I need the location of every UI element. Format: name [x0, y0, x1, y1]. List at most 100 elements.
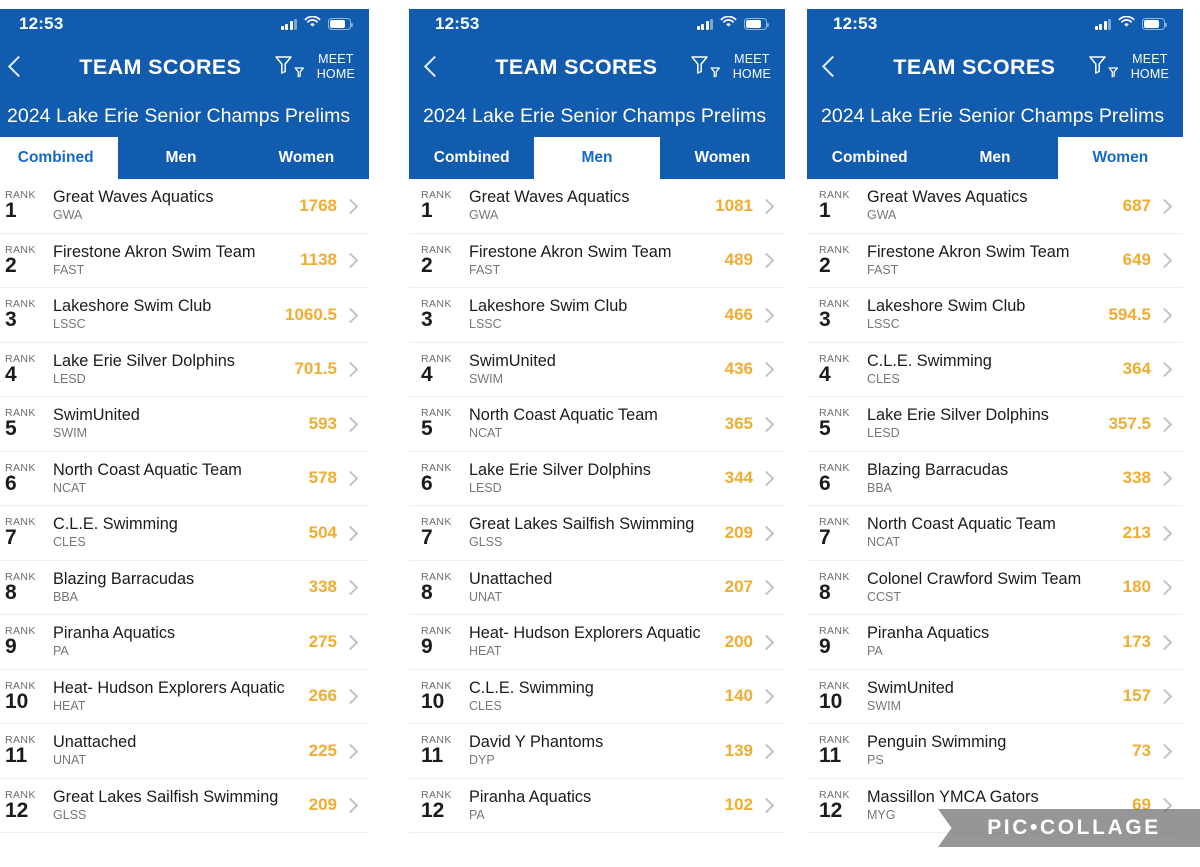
rank-cell: RANK 9 [5, 625, 53, 658]
row-chevron-icon[interactable] [759, 688, 775, 704]
team-name: Massillon YMCA Gators [867, 787, 1039, 806]
tab-combined[interactable]: Combined [0, 137, 119, 179]
row-chevron-icon[interactable] [759, 797, 775, 813]
table-row[interactable]: RANK 8 Colonel Crawford Swim Team CCST 180 [807, 561, 1183, 615]
team-name: North Coast Aquatic Team [867, 515, 1056, 534]
row-chevron-icon[interactable] [759, 634, 775, 650]
team-score: 466 [724, 304, 753, 324]
table-row[interactable]: RANK 6 Blazing Barracudas BBA 338 [807, 452, 1183, 506]
table-row[interactable]: RANK 4 SwimUnited SWIM 436 [409, 343, 785, 397]
tab-combined[interactable]: Combined [409, 137, 535, 179]
table-row[interactable]: RANK 5 Lake Erie Silver Dolphins LESD 357.5 [807, 397, 1183, 452]
row-chevron-icon[interactable] [343, 797, 359, 813]
table-row[interactable]: RANK 2 Firestone Akron Swim Team FAST 489 [409, 234, 785, 288]
row-chevron-icon[interactable] [343, 579, 359, 595]
filter-funnel-icon[interactable] [1088, 54, 1119, 81]
row-chevron-icon[interactable] [1157, 743, 1173, 759]
row-chevron-icon[interactable] [759, 361, 775, 377]
tab-men[interactable]: Men [118, 137, 244, 179]
table-row[interactable]: RANK 1 Great Waves Aquatics GWA 1768 [0, 179, 369, 234]
row-chevron-icon[interactable] [343, 198, 359, 214]
tab-women[interactable]: Women [1057, 137, 1183, 179]
row-chevron-icon[interactable] [1157, 307, 1173, 323]
back-chevron-icon[interactable] [3, 54, 29, 80]
rank-label: RANK [5, 243, 36, 256]
row-chevron-icon[interactable] [1157, 361, 1173, 377]
meet-home-button[interactable]: MEET HOME [733, 52, 771, 82]
table-row[interactable]: RANK 3 Lakeshore Swim Club LSSC 1060.5 [0, 288, 369, 343]
row-chevron-icon[interactable] [1157, 416, 1173, 432]
rank-value: 10 [5, 689, 29, 713]
rank-value: 9 [421, 635, 433, 659]
row-chevron-icon[interactable] [1157, 579, 1173, 595]
row-chevron-icon[interactable] [759, 307, 775, 323]
table-row[interactable]: RANK 9 Piranha Aquatics PA 275 [0, 615, 369, 670]
table-row[interactable]: RANK 7 C.L.E. Swimming CLES 504 [0, 506, 369, 561]
row-chevron-icon[interactable] [759, 416, 775, 432]
table-row[interactable]: RANK 11 David Y Phantoms DYP 139 [409, 724, 785, 779]
row-chevron-icon[interactable] [1157, 634, 1173, 650]
table-row[interactable]: RANK 10 SwimUnited SWIM 157 [807, 670, 1183, 724]
back-chevron-icon[interactable] [817, 54, 843, 80]
page-title: TEAM SCORES [495, 54, 658, 79]
table-row[interactable]: RANK 3 Lakeshore Swim Club LSSC 594.5 [807, 288, 1183, 343]
row-chevron-icon[interactable] [343, 307, 359, 323]
filter-funnel-icon[interactable] [690, 54, 721, 81]
rank-cell: RANK 12 [421, 789, 469, 822]
table-row[interactable]: RANK 11 Penguin Swimming PS 73 [807, 724, 1183, 779]
table-row[interactable]: RANK 11 Unattached UNAT 225 [0, 724, 369, 779]
table-row[interactable]: RANK 7 North Coast Aquatic Team NCAT 213 [807, 506, 1183, 561]
tab-men[interactable]: Men [932, 137, 1058, 179]
tab-men[interactable]: Men [534, 137, 660, 179]
row-chevron-icon[interactable] [343, 470, 359, 486]
row-chevron-icon[interactable] [343, 743, 359, 759]
table-row[interactable]: RANK 9 Heat- Hudson Explorers Aquatic HEAT 2… [409, 615, 785, 670]
team-name: Penguin Swimming [867, 733, 1007, 752]
table-row[interactable]: RANK 5 North Coast Aquatic Team NCAT 365 [409, 397, 785, 452]
table-row[interactable]: RANK 4 C.L.E. Swimming CLES 364 [807, 343, 1183, 397]
back-chevron-icon[interactable] [419, 54, 445, 80]
table-row[interactable]: RANK 2 Firestone Akron Swim Team FAST 1138 [0, 234, 369, 288]
row-chevron-icon[interactable] [1157, 198, 1173, 214]
table-row[interactable]: RANK 1 Great Waves Aquatics GWA 687 [807, 179, 1183, 234]
table-row[interactable]: RANK 6 North Coast Aquatic Team NCAT 578 [0, 452, 369, 506]
table-row[interactable]: RANK 9 Piranha Aquatics PA 173 [807, 615, 1183, 670]
filter-funnel-icon[interactable] [274, 54, 305, 81]
table-row[interactable]: RANK 3 Lakeshore Swim Club LSSC 466 [409, 288, 785, 343]
table-row[interactable]: RANK 12 Great Lakes Sailfish Swimming GLSS 2… [0, 779, 369, 833]
table-row[interactable]: RANK 1 Great Waves Aquatics GWA 1081 [409, 179, 785, 234]
row-chevron-icon[interactable] [343, 416, 359, 432]
table-row[interactable]: RANK 8 Blazing Barracudas BBA 338 [0, 561, 369, 615]
row-chevron-icon[interactable] [1157, 688, 1173, 704]
table-row[interactable]: RANK 2 Firestone Akron Swim Team FAST 649 [807, 234, 1183, 288]
team-cell: Lake Erie Silver Dolphins LESD [867, 406, 1108, 441]
row-chevron-icon[interactable] [759, 252, 775, 268]
row-chevron-icon[interactable] [343, 361, 359, 377]
row-chevron-icon[interactable] [1157, 525, 1173, 541]
row-chevron-icon[interactable] [759, 743, 775, 759]
table-row[interactable]: RANK 5 SwimUnited SWIM 593 [0, 397, 369, 452]
row-chevron-icon[interactable] [1157, 470, 1173, 486]
table-row[interactable]: RANK 7 Great Lakes Sailfish Swimming GLSS 20… [409, 506, 785, 561]
row-chevron-icon[interactable] [759, 525, 775, 541]
team-abbreviation: MYG [867, 807, 896, 822]
table-row[interactable]: RANK 8 Unattached UNAT 207 [409, 561, 785, 615]
table-row[interactable]: RANK 6 Lake Erie Silver Dolphins LESD 344 [409, 452, 785, 506]
row-chevron-icon[interactable] [343, 252, 359, 268]
row-chevron-icon[interactable] [759, 198, 775, 214]
row-chevron-icon[interactable] [343, 634, 359, 650]
table-row[interactable]: RANK 12 Piranha Aquatics PA 102 [409, 779, 785, 833]
row-chevron-icon[interactable] [759, 579, 775, 595]
row-chevron-icon[interactable] [759, 470, 775, 486]
table-row[interactable]: RANK 4 Lake Erie Silver Dolphins LESD 701.5 [0, 343, 369, 397]
table-row[interactable]: RANK 10 C.L.E. Swimming CLES 140 [409, 670, 785, 724]
tab-women[interactable]: Women [243, 137, 369, 179]
row-chevron-icon[interactable] [343, 688, 359, 704]
meet-home-button[interactable]: MEET HOME [317, 52, 355, 82]
row-chevron-icon[interactable] [1157, 252, 1173, 268]
tab-women[interactable]: Women [659, 137, 785, 179]
meet-home-button[interactable]: MEET HOME [1131, 52, 1169, 82]
table-row[interactable]: RANK 10 Heat- Hudson Explorers Aquatic HEAT… [0, 670, 369, 724]
row-chevron-icon[interactable] [343, 525, 359, 541]
tab-combined[interactable]: Combined [807, 137, 933, 179]
